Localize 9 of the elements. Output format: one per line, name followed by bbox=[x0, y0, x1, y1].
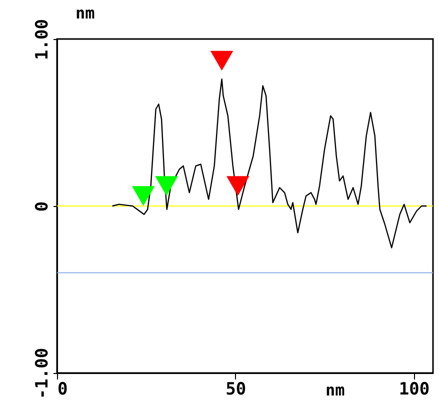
y-tick-label: 0 bbox=[32, 201, 52, 212]
x-tick-label: 50 bbox=[226, 380, 246, 400]
line-series bbox=[112, 78, 428, 248]
y-axis-title: nm bbox=[76, 4, 96, 22]
x-tick-label: 100 bbox=[398, 380, 430, 400]
y-tick-label: 1.00 bbox=[32, 19, 52, 60]
x-axis-title: nm bbox=[326, 380, 346, 400]
x-tick-label: 0 bbox=[58, 380, 68, 400]
y-tick-label: -1.00 bbox=[32, 348, 52, 400]
